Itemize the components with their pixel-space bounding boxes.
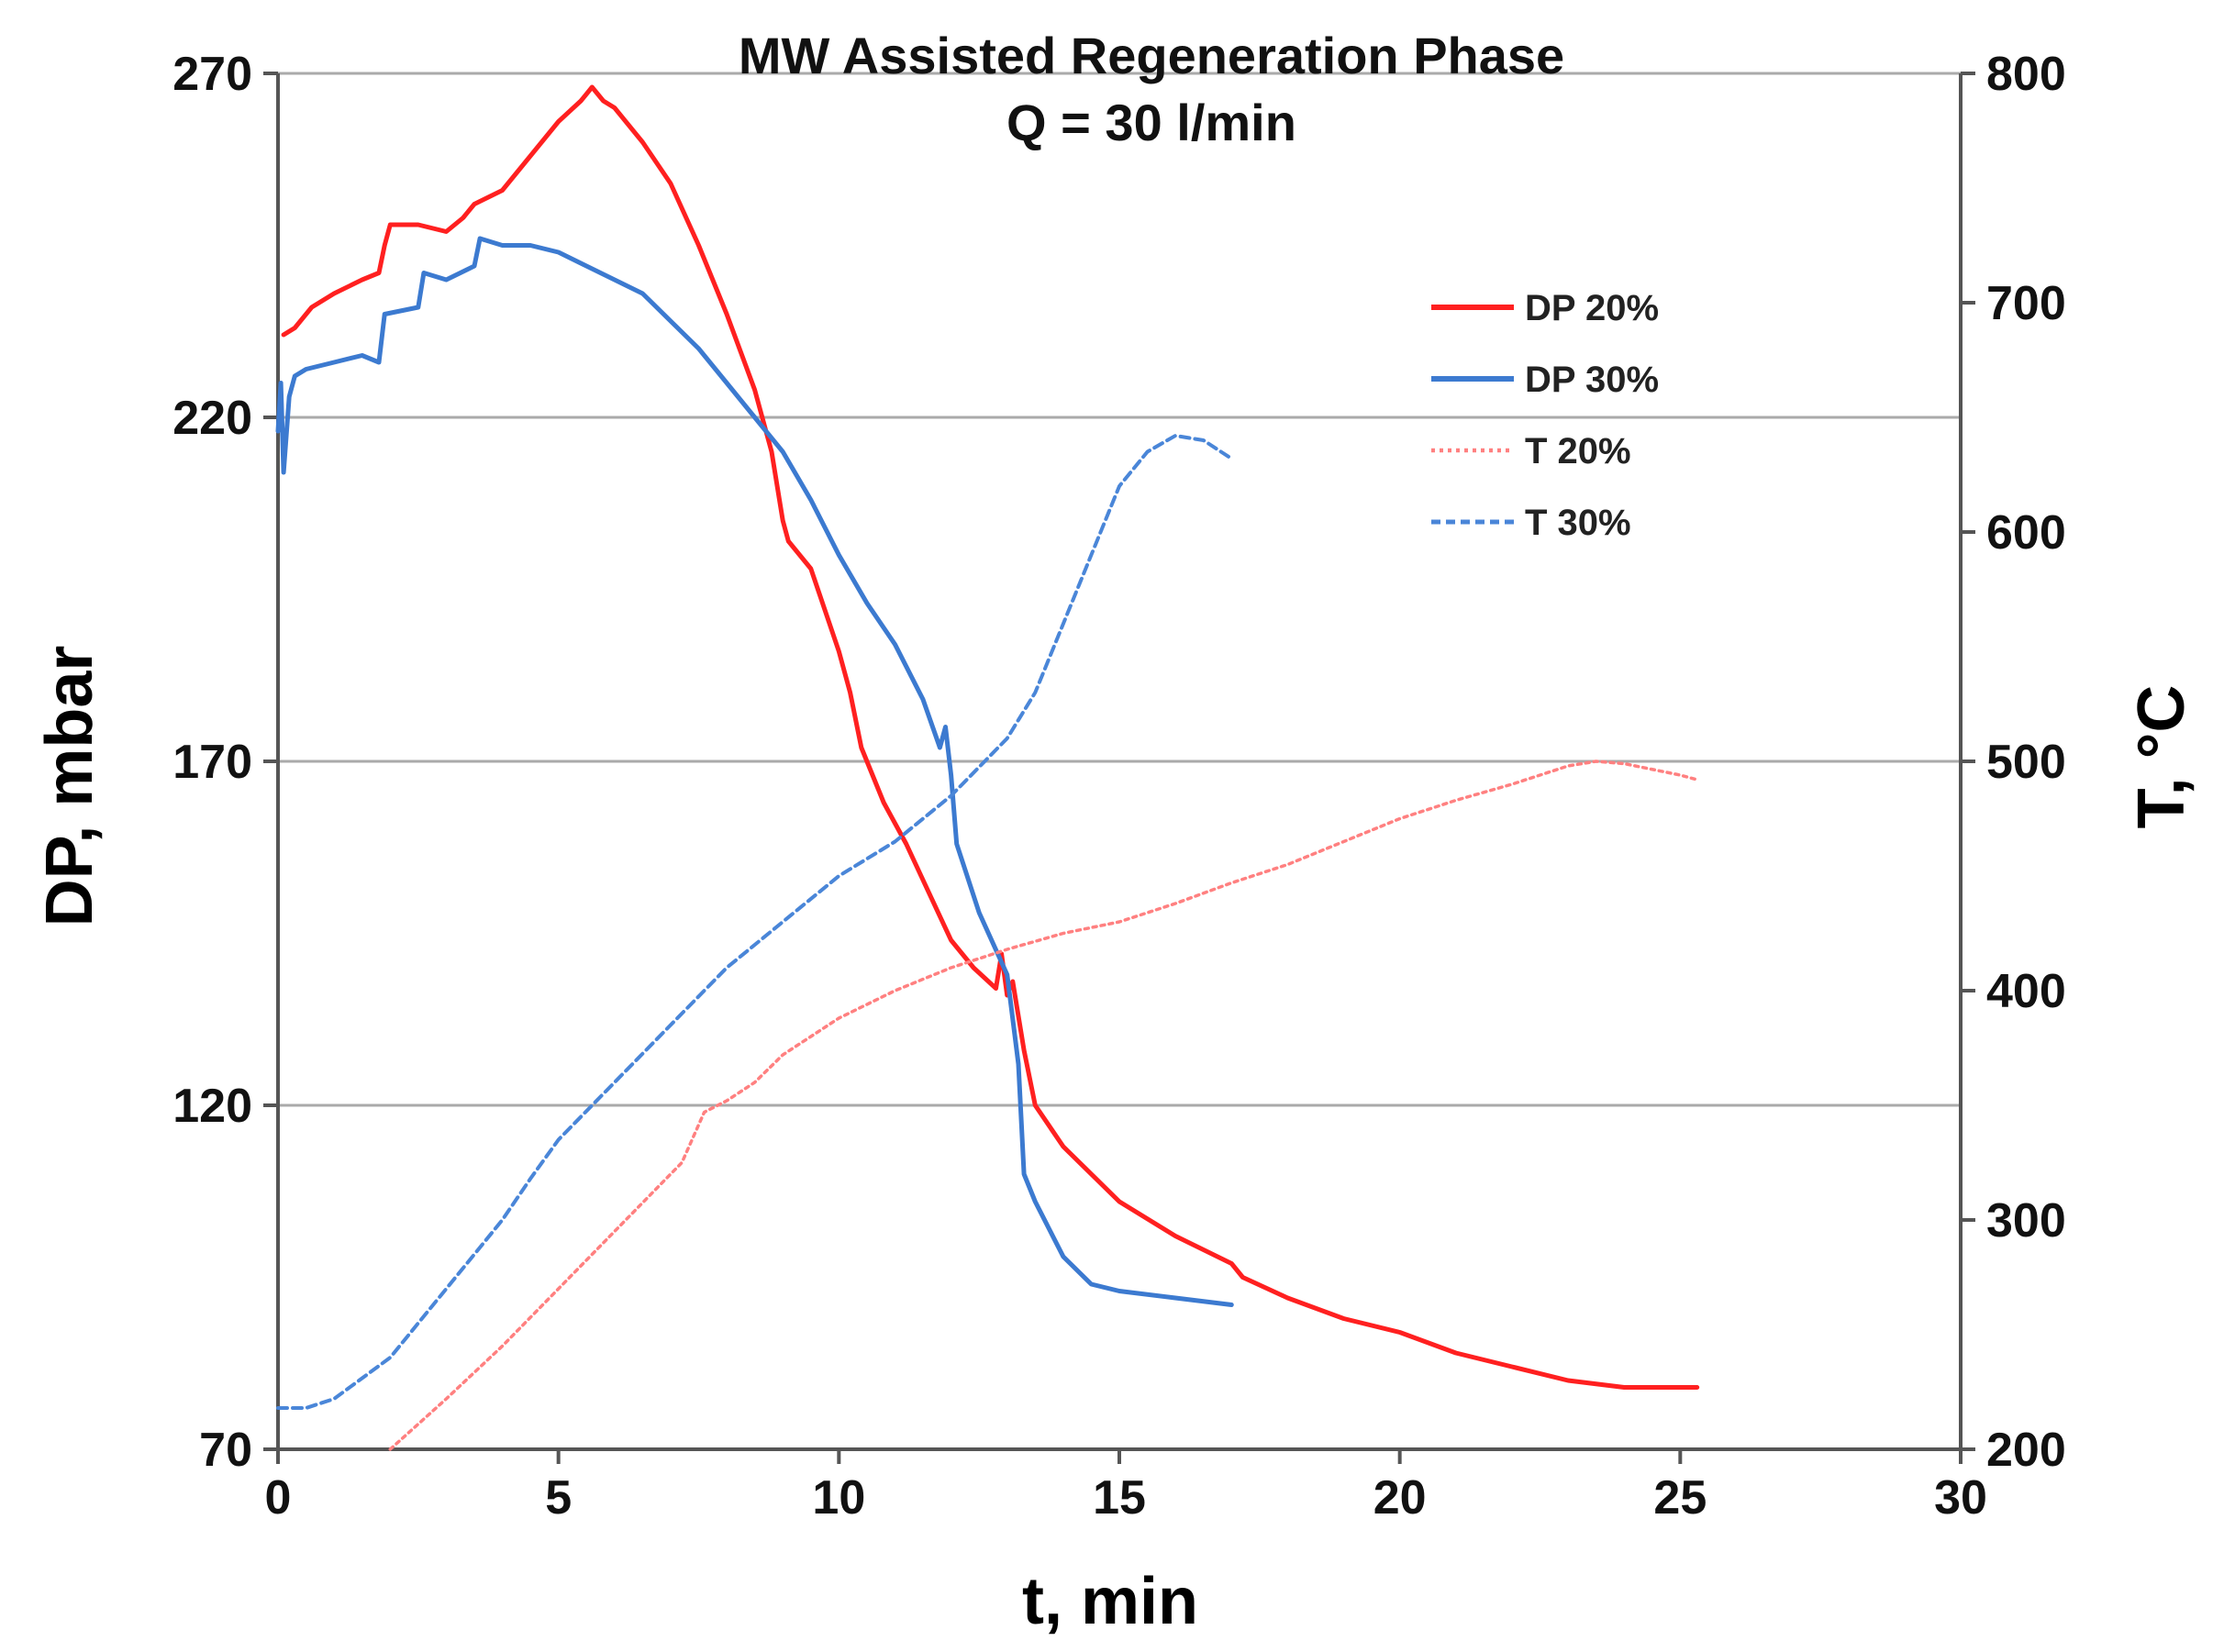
gridlines xyxy=(278,72,1961,1107)
x-tick-label: 25 xyxy=(1653,1471,1707,1524)
y-tick-label: 220 xyxy=(172,392,252,445)
y2-axis-label: T, °C xyxy=(2125,685,2198,829)
y2-tick-label: 200 xyxy=(1986,1424,2066,1477)
x-tick-label: 30 xyxy=(1934,1471,1987,1524)
x-axis-label: t, min xyxy=(1022,1565,1198,1638)
legend-label: DP 30% xyxy=(1525,360,1659,400)
y2-tick-label: 500 xyxy=(1986,736,2066,789)
legend-label: T 30% xyxy=(1525,503,1631,543)
y-tick-label: 70 xyxy=(199,1424,252,1477)
y-tick-label: 120 xyxy=(172,1080,252,1133)
series-line-t-30 xyxy=(276,434,1234,1410)
x-tick-label: 5 xyxy=(545,1471,572,1524)
y2-tick-label: 700 xyxy=(1986,277,2066,330)
chart-subtitle: Q = 30 l/min xyxy=(1006,94,1296,151)
x-tick-label: 20 xyxy=(1373,1471,1427,1524)
legend: DP 20% DP 30% T 20% T 30% xyxy=(1431,288,1659,543)
series-lines xyxy=(275,84,1700,1451)
y2-tick-label: 800 xyxy=(1986,48,2066,101)
x-tick-label: 10 xyxy=(812,1471,865,1524)
series-line-dp-30 xyxy=(275,236,1234,1307)
legend-label: DP 20% xyxy=(1525,288,1659,328)
y2-tick-label: 300 xyxy=(1986,1194,2066,1247)
chart-title: MW Assisted Regeneration Phase xyxy=(739,27,1564,84)
axes: 0 5 10 15 20 25 30 70 120 170 220 270 200 300 400 500 60… xyxy=(172,48,2066,1524)
y-axis-label: DP, mbar xyxy=(33,646,106,927)
y-tick-label: 170 xyxy=(172,736,252,789)
x-tick-label: 0 xyxy=(265,1471,292,1524)
series-line-dp-20 xyxy=(281,84,1700,1390)
y2-tick-label: 400 xyxy=(1986,965,2066,1018)
series-line-t-20 xyxy=(388,759,1699,1451)
x-tick-label: 15 xyxy=(1093,1471,1146,1524)
legend-label: T 20% xyxy=(1525,431,1631,471)
y-tick-label: 270 xyxy=(172,48,252,101)
y2-tick-label: 600 xyxy=(1986,506,2066,560)
